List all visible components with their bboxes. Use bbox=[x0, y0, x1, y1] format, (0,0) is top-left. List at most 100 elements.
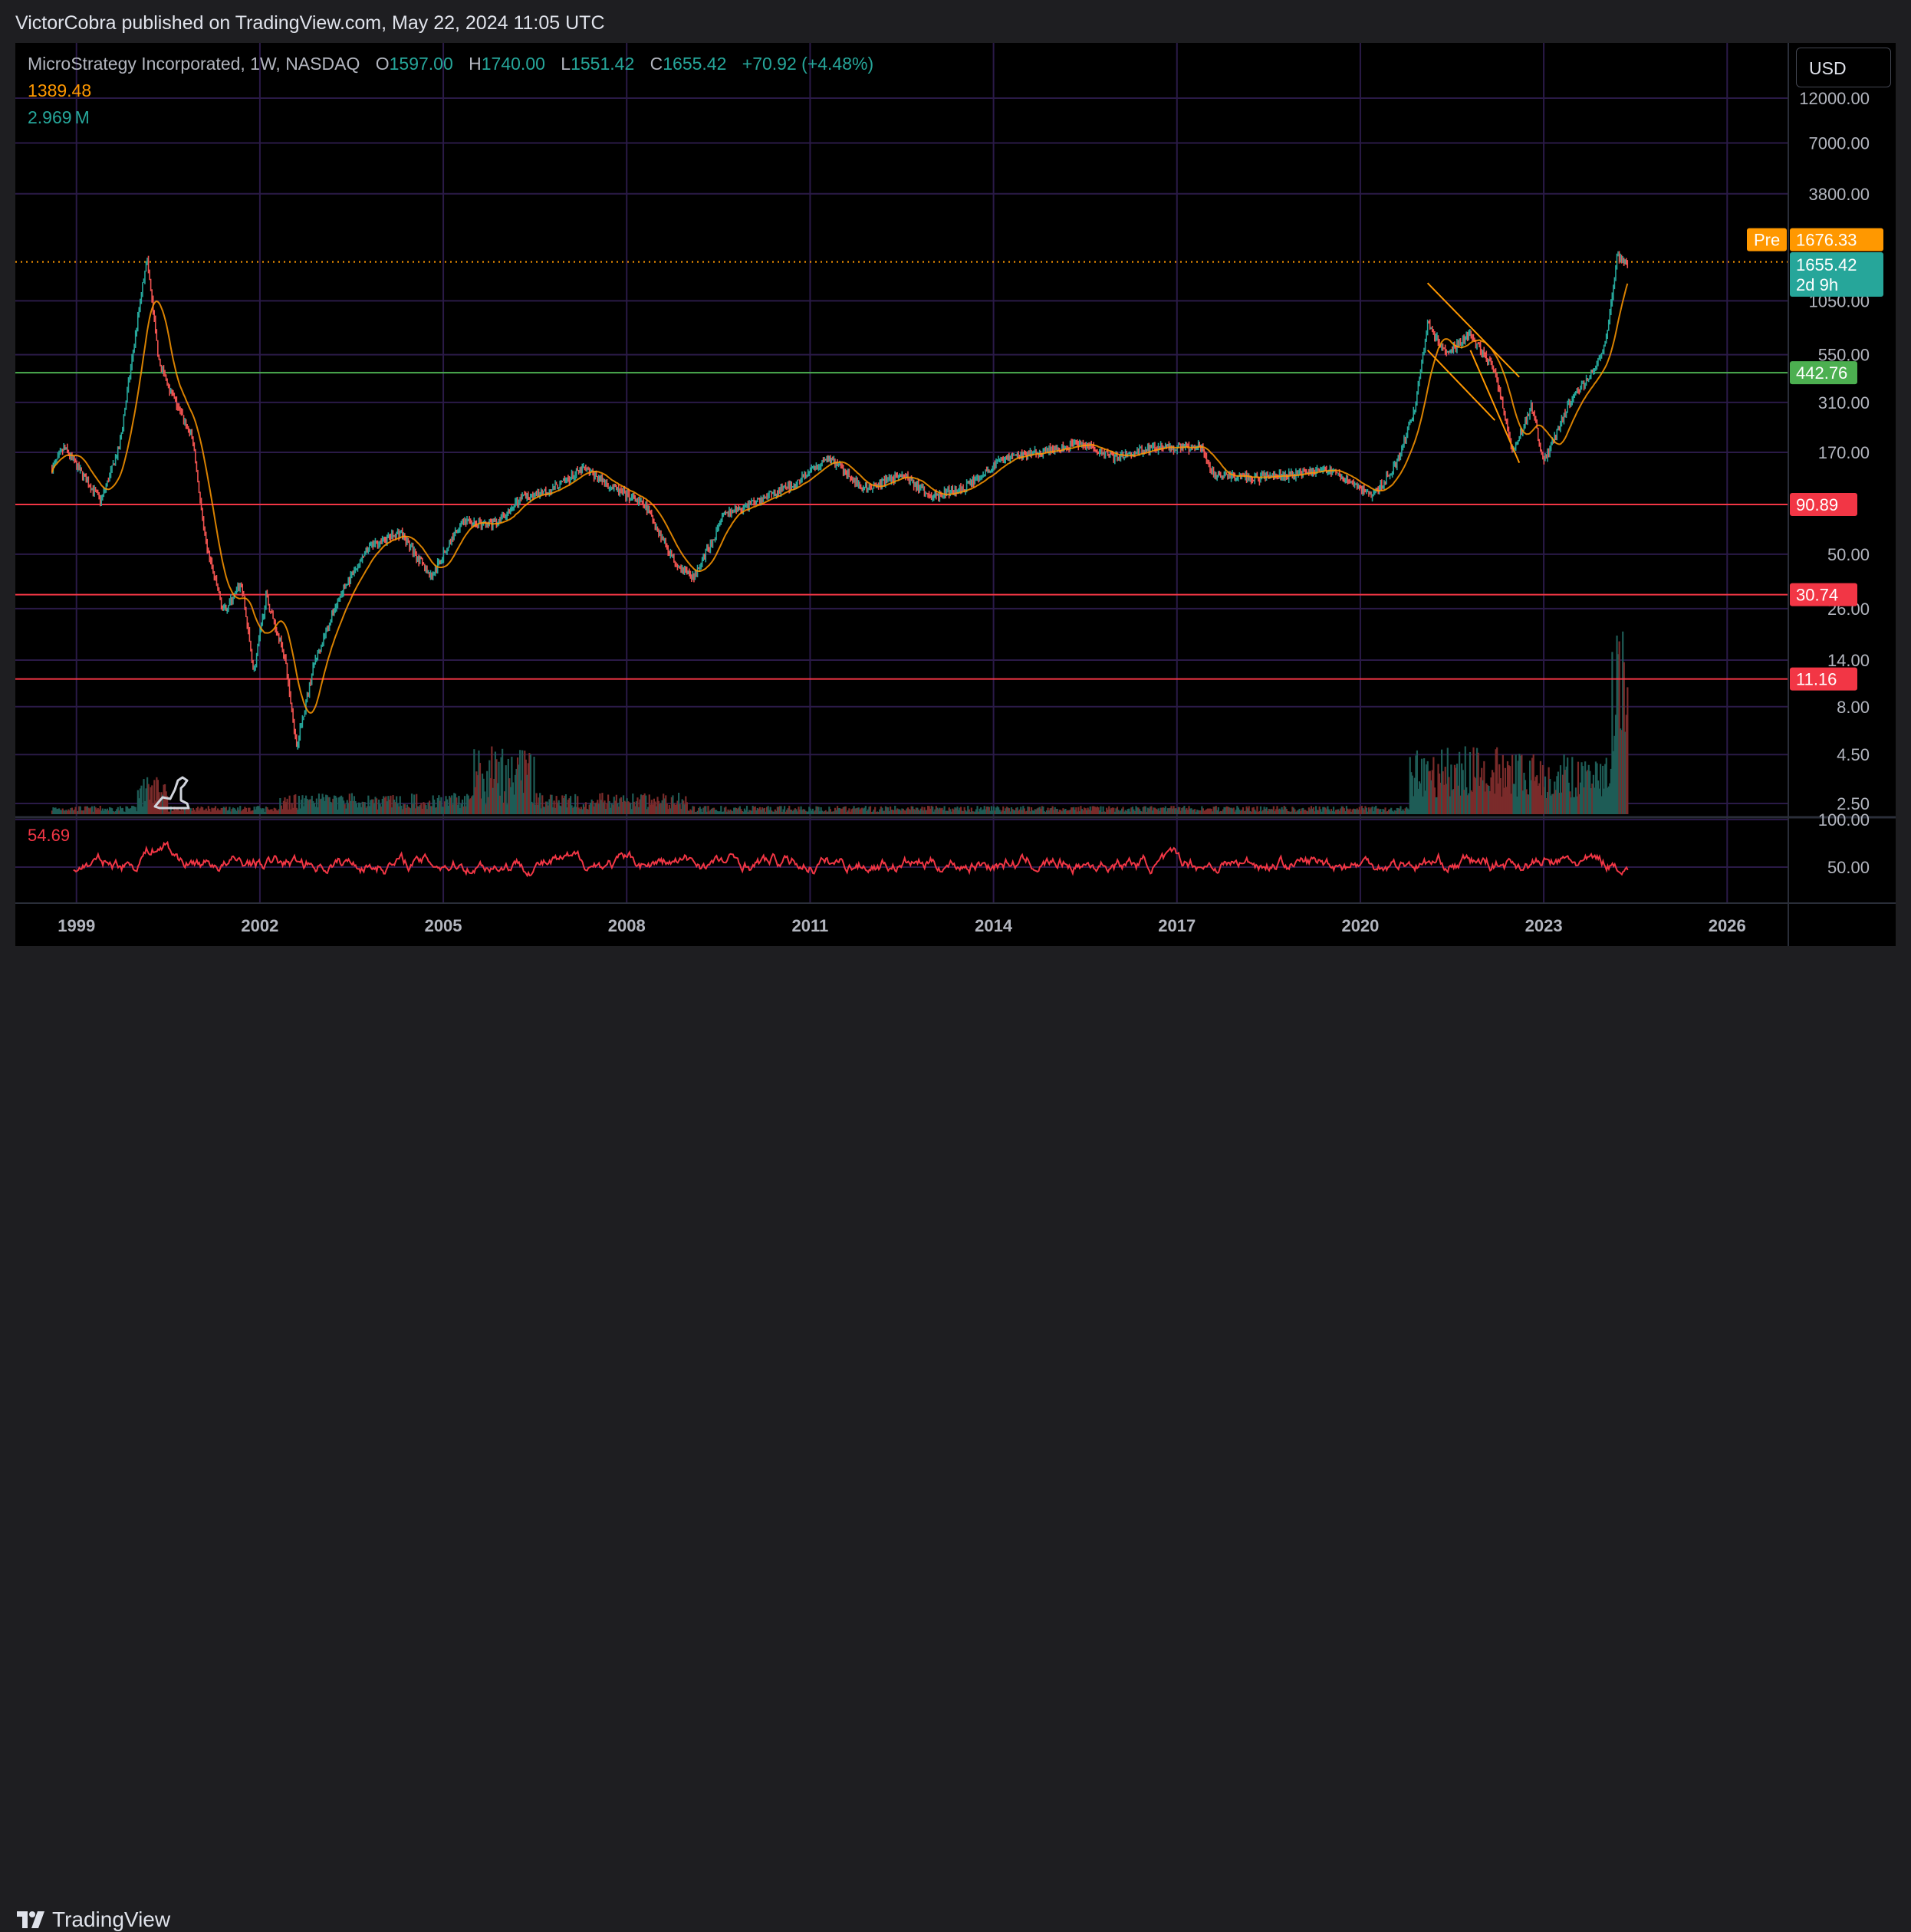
volume-bar bbox=[1377, 808, 1380, 814]
volume-bar bbox=[1554, 781, 1556, 814]
volume-bar bbox=[776, 807, 778, 814]
volume-bar bbox=[630, 803, 632, 814]
volume-bar bbox=[1413, 796, 1415, 814]
volume-bar bbox=[1417, 788, 1419, 814]
volume-bar bbox=[1353, 808, 1355, 814]
volume-bar bbox=[1340, 806, 1343, 814]
volume-bar bbox=[373, 803, 376, 814]
volume-bar bbox=[1249, 810, 1252, 814]
volume-bar bbox=[1184, 809, 1186, 814]
volume-bar bbox=[1327, 806, 1329, 814]
volume-bar bbox=[701, 811, 703, 814]
volume-bar bbox=[123, 811, 127, 814]
volume-bar bbox=[949, 809, 952, 814]
tradingview-brand[interactable]: TradingView bbox=[15, 1907, 170, 1932]
volume-bar bbox=[380, 806, 383, 814]
volume-bar bbox=[1442, 771, 1444, 814]
volume-bar bbox=[666, 803, 668, 814]
volume-bar bbox=[1478, 785, 1481, 814]
volume-bar bbox=[676, 800, 679, 814]
volume-bar bbox=[965, 810, 967, 814]
volume-bar bbox=[725, 807, 727, 814]
volume-bar bbox=[363, 802, 366, 814]
volume-bar bbox=[187, 807, 189, 814]
volume-bar bbox=[1413, 777, 1416, 814]
volume-bar bbox=[502, 802, 505, 814]
volume-bar bbox=[773, 811, 775, 814]
volume-bar bbox=[842, 807, 844, 814]
volume-bar bbox=[1577, 761, 1580, 814]
volume-bar bbox=[816, 807, 819, 814]
volume-bar bbox=[401, 809, 403, 814]
volume-bar bbox=[554, 807, 557, 814]
volume-bar bbox=[741, 811, 743, 814]
volume-bar bbox=[363, 802, 365, 814]
volume-bar bbox=[882, 810, 884, 814]
volume-bar bbox=[680, 809, 682, 814]
volume-bar bbox=[205, 808, 207, 814]
volume-bar bbox=[1259, 806, 1262, 814]
volume-bar bbox=[660, 803, 663, 814]
volume-bar bbox=[1078, 811, 1081, 814]
volume-bar bbox=[1385, 811, 1388, 814]
volume-bar bbox=[577, 807, 580, 814]
volume-bar bbox=[1468, 793, 1470, 814]
volume-bar bbox=[515, 768, 518, 814]
volume-bar bbox=[765, 807, 768, 814]
chart-svg[interactable]: 12000.007000.003800.001050.00550.00310.0… bbox=[0, 0, 1911, 1000]
volume-bar bbox=[1369, 809, 1371, 814]
volume-bar bbox=[248, 807, 251, 814]
volume-bar bbox=[146, 777, 149, 814]
volume-bar bbox=[841, 808, 844, 814]
volume-bar bbox=[813, 811, 815, 814]
volume-bar bbox=[970, 807, 972, 814]
volume-bar bbox=[94, 806, 96, 814]
volume-bar bbox=[1511, 754, 1514, 814]
currency-button[interactable]: USD bbox=[1796, 48, 1891, 87]
volume-bar bbox=[1418, 781, 1421, 814]
volume-bar bbox=[71, 807, 74, 814]
volume-bar bbox=[801, 810, 804, 814]
volume-bar bbox=[1506, 761, 1509, 814]
volume-bar bbox=[562, 797, 564, 814]
volume-bar bbox=[600, 800, 603, 814]
volume-bar bbox=[81, 810, 84, 814]
volume-bar bbox=[828, 807, 831, 814]
volume-bar bbox=[815, 806, 817, 814]
price-tick-label: 12000.00 bbox=[1799, 89, 1870, 108]
volume-bar bbox=[319, 799, 321, 814]
volume-bar bbox=[979, 808, 981, 814]
volume-bar bbox=[725, 811, 729, 814]
volume-bar bbox=[265, 807, 268, 814]
volume-bar bbox=[1504, 767, 1507, 814]
volume-bar bbox=[1177, 807, 1179, 814]
volume-bar bbox=[1323, 807, 1325, 814]
volume-bar bbox=[1025, 811, 1027, 814]
volume-bar bbox=[738, 806, 741, 814]
volume-bar bbox=[1173, 806, 1175, 814]
volume-bar bbox=[271, 809, 273, 814]
volume-bar bbox=[894, 806, 896, 814]
volume-bar bbox=[1230, 807, 1232, 814]
volume-bar bbox=[892, 810, 894, 814]
volume-bar bbox=[246, 811, 248, 814]
volume-bar bbox=[426, 809, 429, 814]
volume-bar bbox=[396, 796, 398, 814]
volume-bar bbox=[505, 765, 507, 814]
volume-bar bbox=[1592, 774, 1595, 814]
volume-bar bbox=[1208, 808, 1210, 814]
volume-bar bbox=[1219, 810, 1222, 814]
volume-bar bbox=[1018, 810, 1020, 814]
volume-bar bbox=[467, 795, 469, 814]
volume-bar bbox=[310, 799, 312, 814]
volume-bar bbox=[1508, 766, 1511, 814]
volume-bar bbox=[1049, 808, 1051, 814]
volume-bar bbox=[1607, 786, 1610, 814]
volume-bar bbox=[1469, 752, 1472, 814]
volume-bar bbox=[849, 811, 852, 814]
volume-bar bbox=[1311, 808, 1314, 814]
volume-bar bbox=[492, 787, 494, 814]
volume-bar bbox=[507, 758, 509, 814]
volume-bar bbox=[1141, 811, 1143, 814]
volume-bar bbox=[131, 806, 133, 814]
